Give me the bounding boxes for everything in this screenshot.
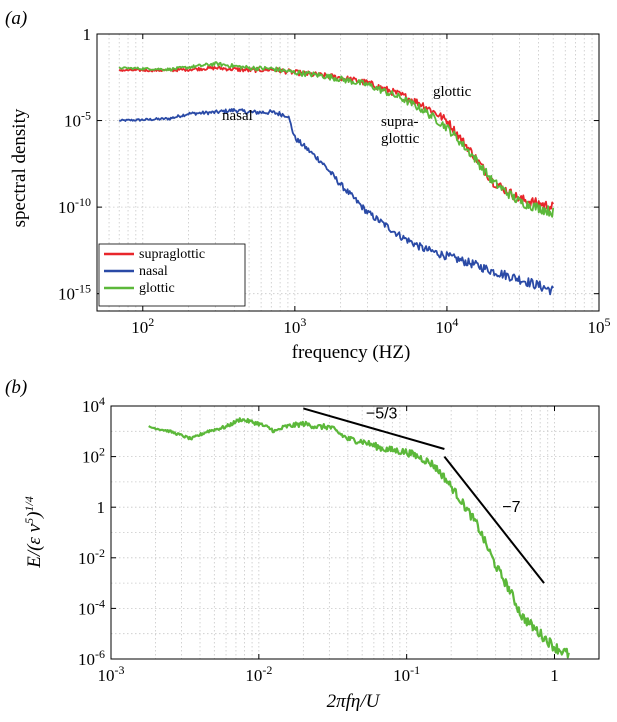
annotation-glottic: glottic <box>433 84 472 100</box>
panel-a-y-tick-label: 1 <box>83 25 92 44</box>
panel-b-label: (b) <box>5 377 27 398</box>
panel-b-y-tick-label: 10-6 <box>78 647 105 669</box>
panel-a-ylabel: spectral density <box>9 108 30 227</box>
legend-label-nasal: nasal <box>139 264 168 279</box>
panel-a-x-tick-label: 104 <box>435 315 458 337</box>
reference-line-1 <box>303 407 445 450</box>
panel-b-x-tick-label: 1 <box>550 666 559 685</box>
panel-b-xlabel: 2πfη/U <box>327 691 381 712</box>
panel-a-xlabel: frequency (HZ) <box>292 342 411 363</box>
panel-b-x-tick-label: 10-2 <box>245 663 272 685</box>
panel-b-grid <box>111 406 599 659</box>
panel-b-x-tick-label: 10-1 <box>393 663 420 685</box>
panel-b-ticks: 10-3 10-2 10-1 1 104 102 1 10-2 10-4 10-6 <box>78 394 599 685</box>
reference-line-label-2: −7 <box>502 499 520 516</box>
series-glottic-line <box>118 61 555 218</box>
annotation-nasal: nasal <box>222 108 253 124</box>
panel-a-x-tick-label: 105 <box>588 315 611 337</box>
series-supraglottic-line <box>118 65 554 212</box>
panel-a-series <box>118 61 555 296</box>
series-nasal-line <box>118 108 554 296</box>
panel-a-x-tick-label: 102 <box>131 315 154 337</box>
legend-label-glottic: glottic <box>139 281 175 296</box>
panel-a-y-tick-label: 10-10 <box>58 195 91 217</box>
reference-line-label-1: −5/3 <box>366 406 398 423</box>
panel-a-axes-box <box>96 33 600 312</box>
panel-b-y-tick-label: 104 <box>82 394 105 416</box>
panel-a-y-tick-label: 10-5 <box>64 109 91 131</box>
legend-label-supraglottic: supraglottic <box>139 247 205 262</box>
panel-b-x-tick-label: 10-3 <box>98 663 125 685</box>
panel-b-axes-box <box>110 405 600 660</box>
panel-b-ylabel: E/(ε ν5)1/4 <box>22 496 45 569</box>
annotation-supra-glottic: glottic <box>381 131 420 147</box>
panel-a-ticks: 102 103 104 105 1 10-5 10-10 10-15 <box>58 25 611 337</box>
panel-b-y-tick-label: 102 <box>82 445 105 467</box>
panel-b-y-tick-label: 10-2 <box>78 546 105 568</box>
panel-a-y-tick-label: 10-15 <box>58 282 91 304</box>
panel-b-y-tick-label: 1 <box>97 498 106 517</box>
reference-line-2 <box>443 455 545 584</box>
panel-b-y-tick-label: 10-4 <box>78 596 105 618</box>
panel-b-chart: (b) 10-3 10-2 10-1 1 104 102 1 10-2 10-4 10-6 −5/… <box>5 377 600 712</box>
panel-a-chart: (a) 102 103 104 105 1 10-5 10-10 10-15 frequenc… <box>5 8 611 363</box>
panel-a-label: (a) <box>5 8 27 29</box>
panel-a-x-tick-label: 103 <box>283 315 306 337</box>
series-spectrum-line <box>148 417 570 659</box>
panel-b-series <box>148 417 570 659</box>
annotation-supra: supra- <box>381 114 419 130</box>
panel-b-reference-lines: −5/3 −7 <box>303 406 545 584</box>
panel-a-legend: supraglottic nasal glottic <box>98 243 246 307</box>
